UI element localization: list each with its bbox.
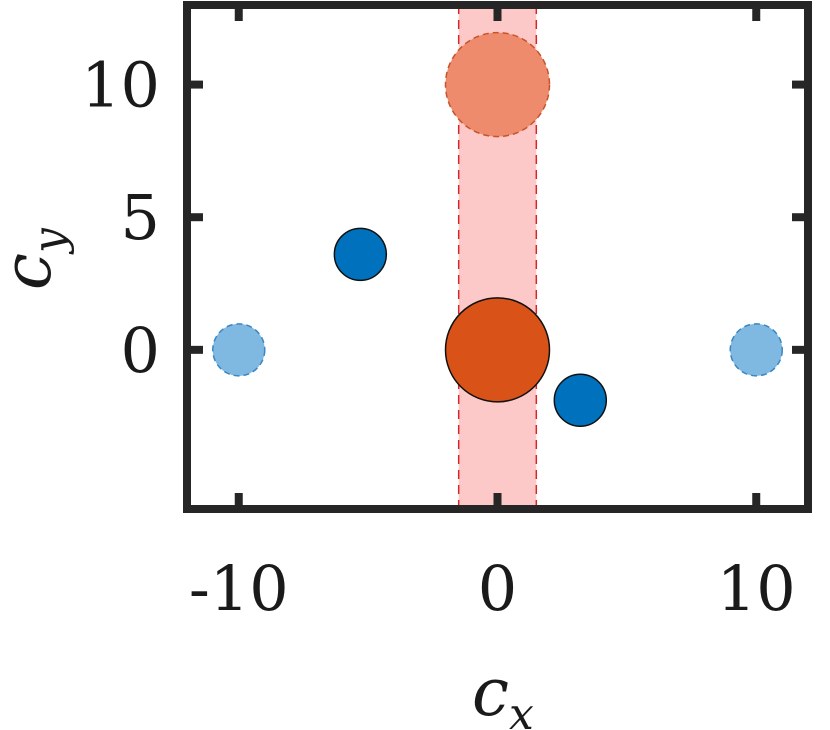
data-point <box>444 297 551 403</box>
x-tick-label: -10 <box>189 552 289 625</box>
data-points <box>212 31 783 427</box>
y-tick-label: 5 <box>121 181 160 254</box>
y-tick-label: 10 <box>81 49 160 122</box>
axis-ticks <box>187 5 808 509</box>
data-point <box>729 323 783 377</box>
x-tick-label: 10 <box>717 552 796 625</box>
data-point <box>553 373 608 427</box>
y-axis-label: cy <box>0 227 75 290</box>
tick-labels: -10 0 10 0 5 10 <box>81 49 796 625</box>
y-tick-label: 0 <box>121 314 160 387</box>
data-point <box>333 227 388 282</box>
data-point <box>444 31 551 138</box>
data-point <box>212 323 266 377</box>
x-axis-label: cx <box>472 654 534 730</box>
x-tick-label: 0 <box>478 552 517 625</box>
